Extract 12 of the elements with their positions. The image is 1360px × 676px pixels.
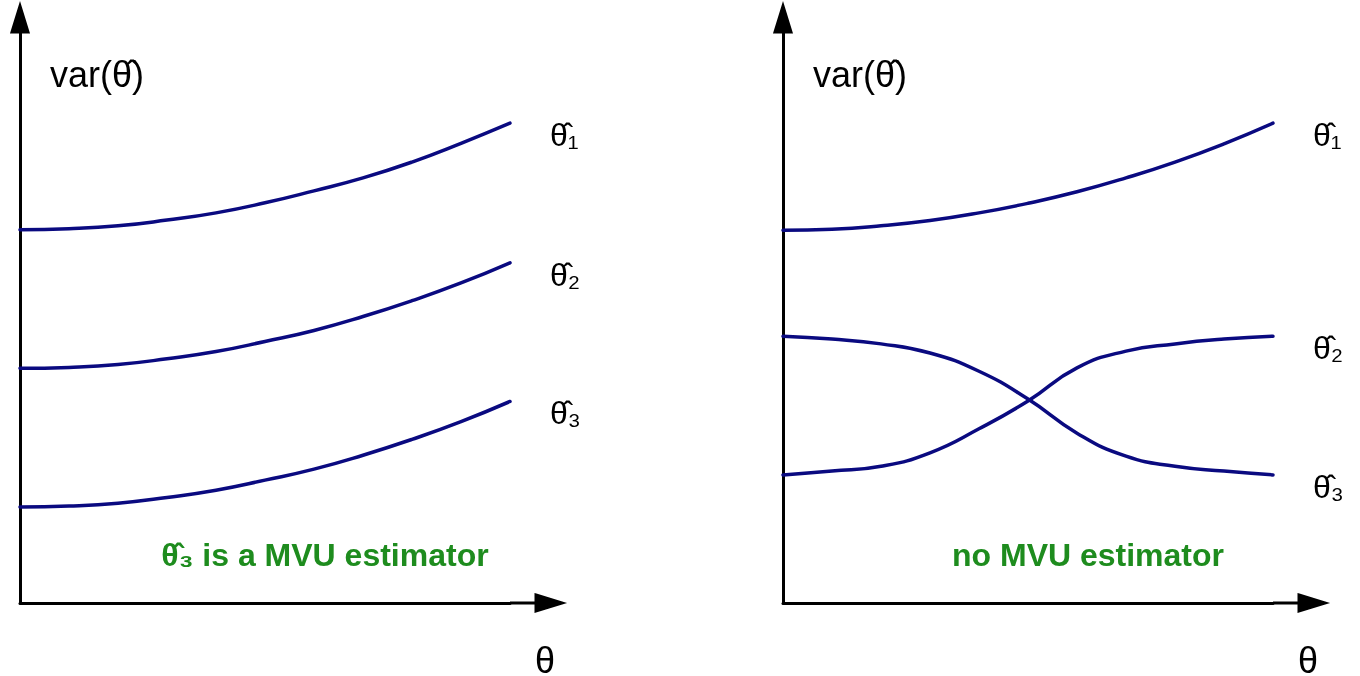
- series-label: θ̂₂: [1313, 330, 1344, 367]
- y-axis-title: var(θ̂): [50, 53, 145, 95]
- series-label: θ̂₃: [1313, 468, 1344, 505]
- annotation: θ̂₃ is a MVU estimator: [161, 537, 489, 573]
- y-axis-title: var(θ̂): [813, 53, 908, 95]
- series-label: θ̂₁: [1313, 117, 1342, 154]
- series-label: θ̂₁: [550, 117, 579, 154]
- annotation: no MVU estimator: [951, 537, 1225, 573]
- x-axis-title: θ: [534, 639, 556, 676]
- x-axis-title: θ: [1297, 639, 1319, 676]
- series-label: θ̂₂: [550, 256, 581, 293]
- series-label: θ̂₃: [550, 395, 581, 432]
